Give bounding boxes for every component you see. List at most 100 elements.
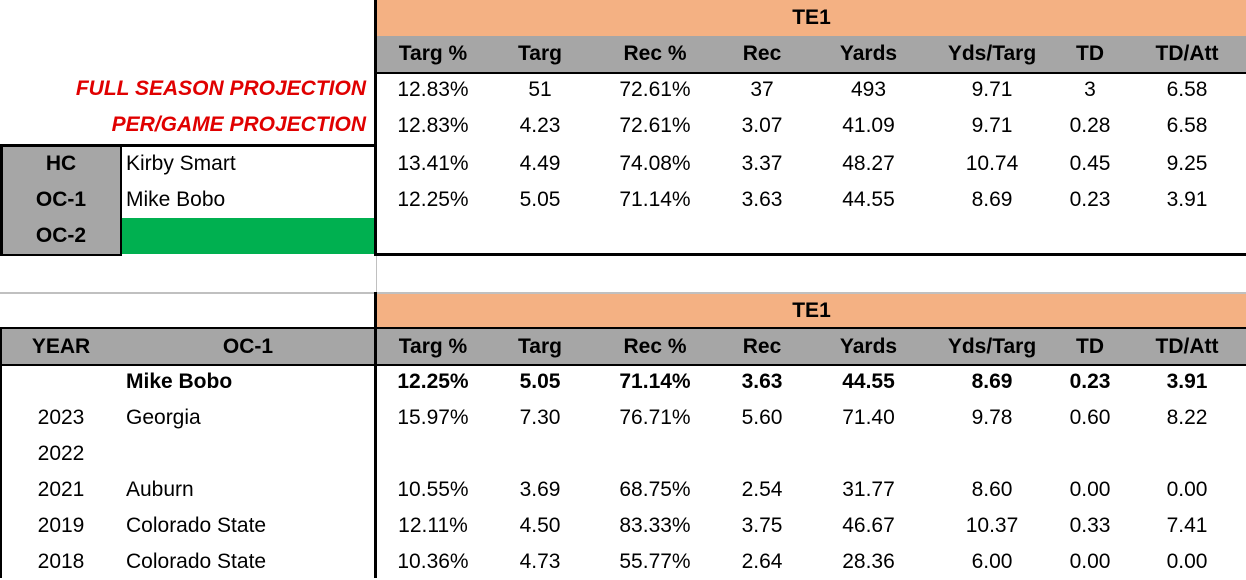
coach-cell: 4.49 [519,152,561,175]
column-header: Targ % [398,42,468,65]
table-cell: 0.00 [1166,550,1208,573]
coach-cell: 10.74 [965,152,1019,175]
table-cell: 10.55% [397,478,469,501]
coach-role-hc: HC [45,152,77,175]
bottom-band [377,294,1246,328]
table-cell: 4.50 [519,514,561,537]
row-year [0,364,122,400]
table-cell: 8.69 [971,370,1013,393]
table-cell: 10.37 [965,514,1019,537]
table-cell: 2.54 [741,478,783,501]
row-team: Mike Bobo [126,370,233,393]
projection-cell: 9.71 [971,78,1013,101]
column-header: TD [1076,42,1104,65]
column-header: Targ % [398,334,468,358]
table-cell: 3.91 [1166,370,1208,393]
table-cell: 76.71% [619,406,691,429]
bottom-divider-vertical [374,292,377,578]
coach-cell: 0.45 [1069,152,1111,175]
table-cell: 68.75% [619,478,691,501]
table-cell: 3.75 [741,514,783,537]
table-cell: 31.77 [842,478,895,501]
projection-cell: 37 [750,78,774,101]
projection-cell: 9.71 [971,114,1013,137]
table-cell: 15.97% [397,406,469,429]
column-header: Rec % [623,42,687,65]
row-year: 2022 [37,442,85,465]
bottom-col-header-row [0,329,1246,364]
bottom-header-underline [0,364,1246,366]
top-divider-vertical [374,0,377,256]
coach-cell: 0.23 [1069,188,1111,211]
table-cell [805,436,932,472]
coach-cell [1052,218,1128,254]
table-cell [591,436,719,472]
table-cell: 8.22 [1166,406,1208,429]
coach-cell: 8.69 [971,188,1013,211]
projection-cell: 3.07 [741,114,783,137]
table-cell [932,436,1052,472]
table-cell [489,436,591,472]
bottom-left-border [0,329,2,578]
column-header: TD [1076,334,1104,358]
row-year: 2021 [37,478,85,501]
coach-cell: 13.41% [397,152,469,175]
table-cell: 5.60 [741,406,783,429]
coach-cell: 3.91 [1166,188,1208,211]
coach-cell: 48.27 [842,152,895,175]
table-cell: 0.33 [1069,514,1111,537]
column-header: TD/Att [1155,334,1219,358]
table-cell: 83.33% [619,514,691,537]
table-cell: 0.00 [1166,478,1208,501]
row-year: 2023 [37,406,85,429]
table-cell: 5.05 [519,370,561,393]
coach-cell [932,218,1052,254]
table-cell: 0.00 [1069,550,1111,573]
bottom-band-underline [0,327,1246,329]
table-cell: 12.11% [398,514,468,537]
year-header: YEAR [31,334,91,358]
row-team: Georgia [126,406,201,429]
oc-header: OC-1 [222,334,274,358]
table-cell: 2.64 [741,550,783,573]
coach-name-hc: Kirby Smart [126,152,236,175]
coach-cell [805,218,932,254]
row-team: Colorado State [126,514,267,537]
role-box-top [0,144,374,147]
projection-cell: 72.61% [619,78,691,101]
projection-cell: 72.61% [619,114,691,137]
column-header: Targ [518,334,562,358]
oc2-fill [122,218,375,254]
table-cell: 7.41 [1166,514,1208,537]
top-header-underline [377,72,1246,74]
top-band [377,0,1246,36]
column-header: Rec [742,334,782,358]
table-cell: 3.69 [519,478,561,501]
coach-cell: 3.63 [741,188,783,211]
table-cell [377,436,489,472]
projection-label-pergame: PER/GAME PROJECTION [111,113,366,136]
table-cell: 0.23 [1069,370,1111,393]
table-cell: 55.77% [619,550,691,573]
table-cell [1052,436,1128,472]
top-col-header-row [377,36,1246,72]
table-cell: 8.60 [971,478,1013,501]
projection-label-full: FULL SEASON PROJECTION [75,77,366,100]
column-header: Yds/Targ [947,42,1037,65]
projection-cell: 41.09 [842,114,895,137]
bottom-top-border [0,292,1246,294]
top-bottom-border [374,253,1246,256]
projection-cell: 12.83% [397,78,469,101]
table-cell: 6.00 [971,550,1013,573]
top-band-title: TE1 [792,6,831,29]
column-header: Rec % [623,334,687,358]
row-team: Colorado State [126,550,267,573]
row-year: 2018 [37,550,85,573]
gridline-faint [376,256,377,292]
column-header: Targ [518,42,562,65]
projection-cell: 12.83% [397,114,469,137]
coach-cell [719,218,805,254]
table-cell: 3.63 [741,370,783,393]
coach-cell: 74.08% [619,152,691,175]
row-year: 2019 [37,514,85,537]
